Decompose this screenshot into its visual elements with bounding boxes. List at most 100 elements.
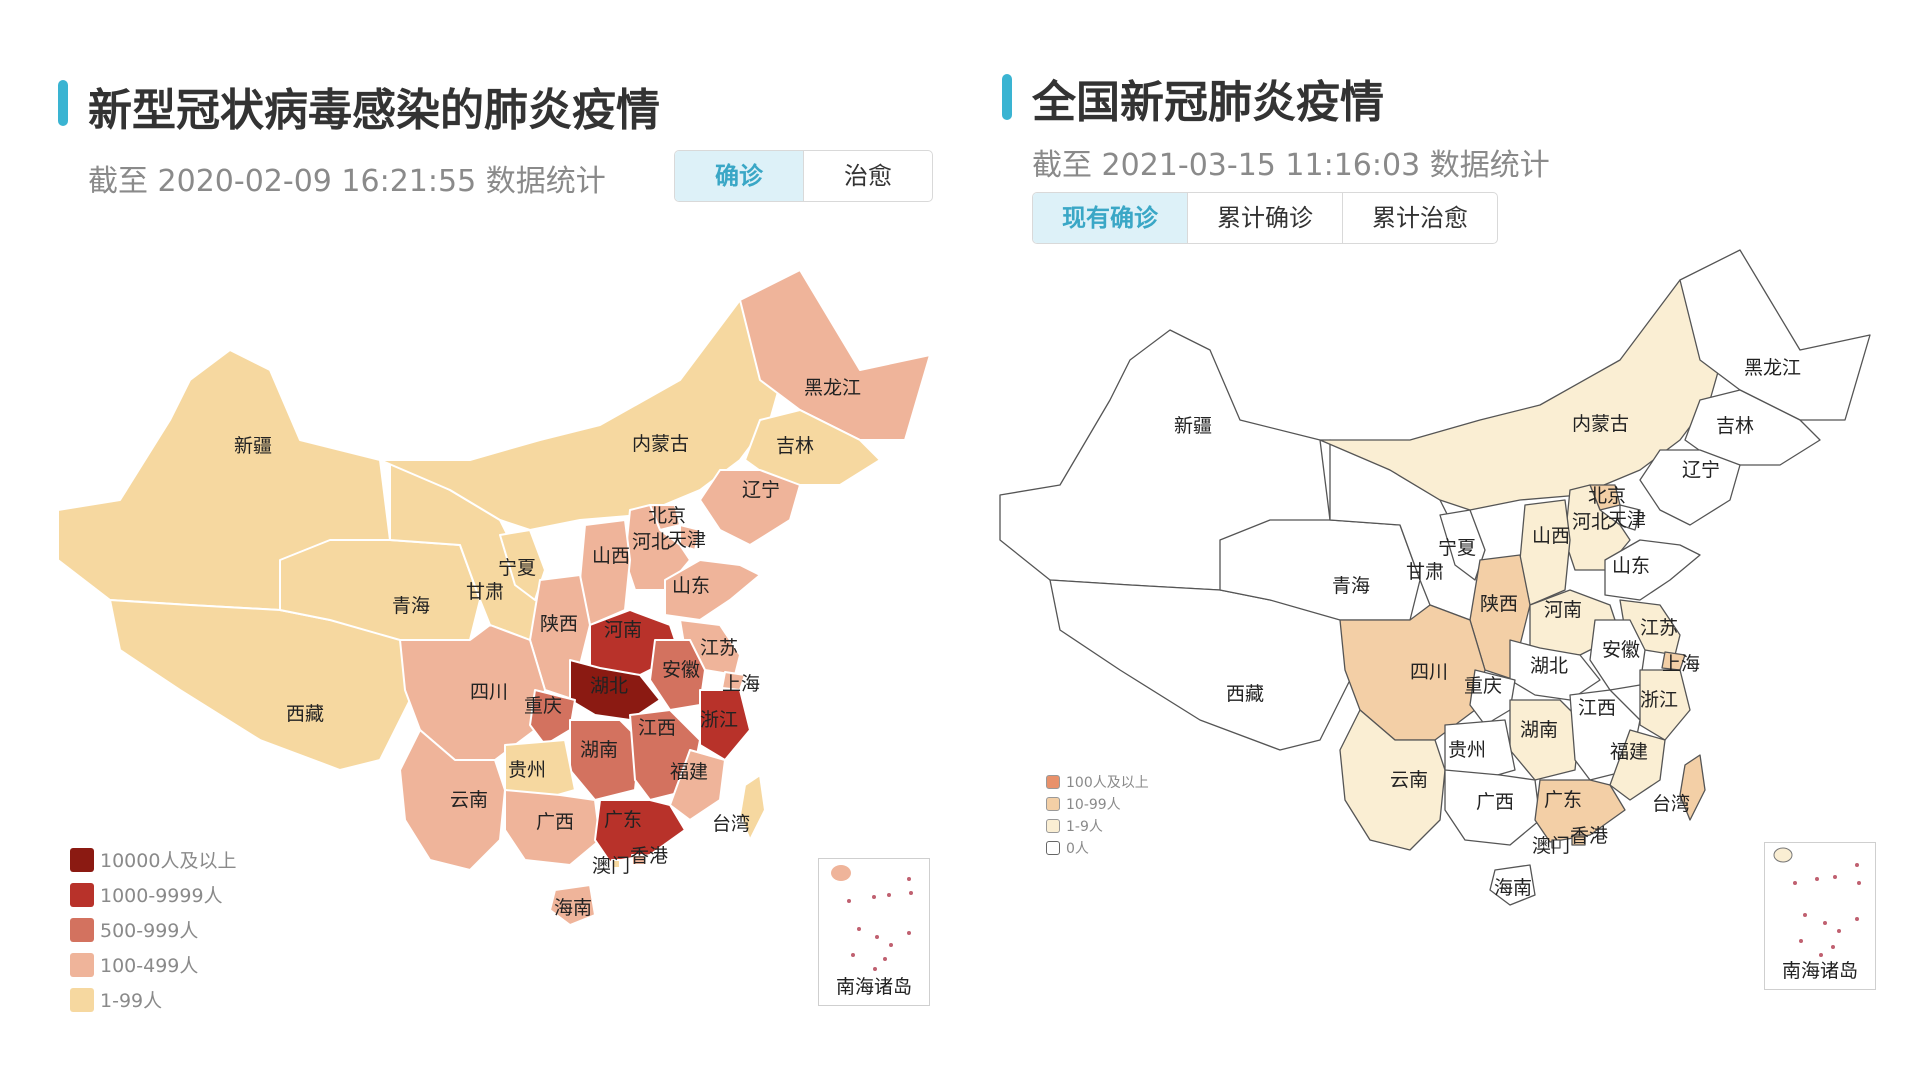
legend-item: 500-999人 [70,916,236,943]
legend-swatch[interactable] [70,847,94,872]
prov-label: 海南 [554,897,592,919]
prov-label: 河北 [632,531,670,553]
prov-label: 湖北 [1530,655,1568,677]
province-taiwan[interactable] [739,774,766,841]
province-labels: 新疆 西藏 青海 甘肃 宁夏 内蒙古 黑龙江 吉林 辽宁 北京 天津 河北 山西… [234,377,861,919]
legend-label: 10000人及以上 [100,850,237,872]
prov-label: 广东 [604,809,642,831]
province-guangdong[interactable] [594,799,686,863]
province-heilongjiang[interactable] [1679,249,1871,421]
province-chongqing[interactable] [529,689,576,746]
legend-swatch[interactable] [70,987,94,1012]
prov-label: 上海 [1662,653,1700,675]
prov-label: 江西 [638,717,676,739]
prov-label: 海南 [1494,877,1532,899]
province-xizang[interactable] [1049,579,1351,751]
prov-label: 河南 [604,619,642,641]
tab-current-confirmed[interactable]: 现有确诊 [1033,193,1188,243]
prov-label: 重庆 [524,695,562,717]
province-fujian[interactable] [1609,729,1666,801]
prov-label: 浙江 [1640,689,1678,711]
province-heilongjiang[interactable] [739,269,931,441]
legend-label: 100-499人 [100,955,199,977]
province-qinghai[interactable] [1219,519,1421,621]
province-qinghai[interactable] [279,539,481,641]
islands-icon [1773,847,1861,957]
legend-label: 500-999人 [100,920,199,942]
prov-label: 台湾 [712,813,750,835]
province-jilin[interactable] [744,409,881,486]
province-yunnan[interactable] [1339,709,1446,851]
prov-label: 陕西 [1480,593,1518,615]
prov-label: 新疆 [1174,415,1212,437]
legend-item: 1000-9999人 [70,881,236,908]
legend-swatch[interactable] [1046,775,1060,789]
province-xizang[interactable] [109,599,411,771]
province-zhejiang[interactable] [1639,669,1691,741]
legend-swatch[interactable] [1046,797,1060,811]
prov-label: 广西 [1476,791,1514,813]
tab-total-confirmed[interactable]: 累计确诊 [1188,193,1343,243]
page-title: 新型冠状病毒感染的肺炎疫情 [88,85,660,136]
province-chongqing[interactable] [1469,669,1516,726]
prov-label: 云南 [1390,769,1428,791]
prov-label: 西藏 [286,703,324,725]
prov-label: 陕西 [540,613,578,635]
province-tianjin[interactable] [1619,504,1641,531]
prov-label: 广西 [536,811,574,833]
legend-swatch[interactable] [70,952,94,977]
province-zhejiang[interactable] [699,689,751,761]
province-yunnan[interactable] [399,729,506,871]
legend-swatch[interactable] [1046,841,1060,855]
province-hainan[interactable] [549,884,596,926]
province-guangxi[interactable] [1444,769,1541,846]
prov-label: 吉林 [776,435,814,457]
province-shandong[interactable] [1604,539,1701,601]
prov-label: 河南 [1544,599,1582,621]
province-xianggang[interactable] [1571,834,1586,846]
legend-item: 10-99人 [1046,794,1149,814]
prov-label: 甘肃 [466,581,504,603]
prov-label: 四川 [470,681,508,703]
tab-confirmed[interactable]: 确诊 [675,151,804,201]
prov-label: 黑龙江 [1744,357,1801,379]
province-tianjin[interactable] [679,524,701,551]
tab-cured[interactable]: 治愈 [844,162,892,190]
prov-label: 西藏 [1226,683,1264,705]
province-fujian[interactable] [669,749,726,821]
prov-label: 黑龙江 [804,377,861,399]
province-taiwan[interactable] [1679,754,1706,821]
province-shandong[interactable] [664,559,761,621]
prov-label: 山西 [592,545,630,567]
prov-label: 山东 [1612,555,1650,577]
prov-label: 吉林 [1716,415,1754,437]
province-hainan[interactable] [1489,864,1536,906]
prov-label: 内蒙古 [632,433,689,455]
prov-label: 香港 [1570,825,1608,847]
province-jilin[interactable] [1684,389,1821,466]
legend-swatch[interactable] [70,917,94,942]
prov-label: 台湾 [1652,793,1690,815]
province-aomen[interactable] [611,859,621,869]
inset-label: 南海诸岛 [835,976,912,998]
right-map-panel: 全国新冠肺炎疫情 截至 2021-03-15 11:16:03 数据统计 现有确… [960,0,1920,1080]
prov-label: 宁夏 [1438,537,1476,559]
province-liaoning[interactable] [1639,449,1741,526]
prov-label: 辽宁 [1682,459,1720,481]
prov-label: 辽宁 [742,479,780,501]
prov-label: 澳门 [592,855,630,877]
tab-total-cured[interactable]: 累计治愈 [1372,204,1468,232]
south-china-sea-inset: 南海诸岛 [1764,842,1876,990]
prov-label: 北京 [648,505,686,527]
legend-label: 1-99人 [100,990,163,1012]
province-aomen[interactable] [1551,839,1561,849]
province-liaoning[interactable] [699,469,801,546]
province-xianggang[interactable] [631,854,646,866]
legend-swatch[interactable] [1046,819,1060,833]
prov-label: 福建 [670,761,708,783]
province-guangdong[interactable] [1534,779,1626,843]
page-title: 全国新冠肺炎疫情 [1032,77,1384,128]
province-guangxi[interactable] [504,789,601,866]
data-timestamp: 截至 2020-02-09 16:21:55 数据统计 [88,164,606,199]
legend-swatch[interactable] [70,882,94,907]
